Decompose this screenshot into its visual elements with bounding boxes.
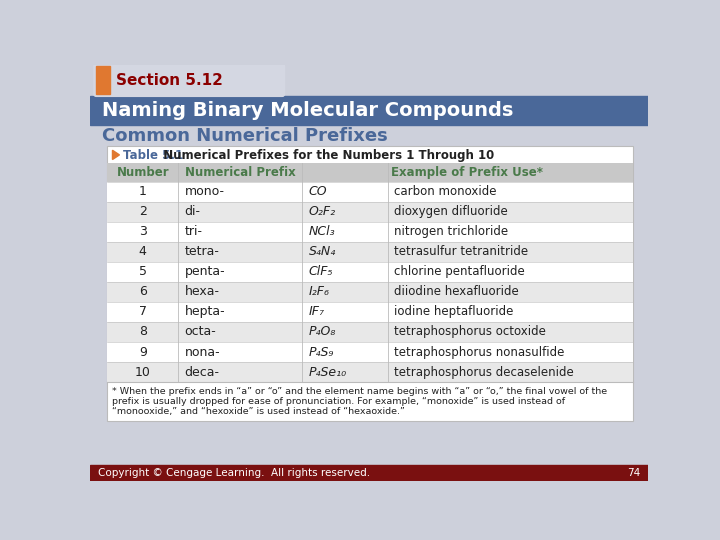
Text: tetraphosphorus octoxide: tetraphosphorus octoxide <box>394 326 546 339</box>
Bar <box>107 362 632 382</box>
Bar <box>107 182 632 202</box>
Text: Naming Binary Molecular Compounds: Naming Binary Molecular Compounds <box>102 101 514 120</box>
Text: ClF₅: ClF₅ <box>309 266 333 279</box>
Text: 10: 10 <box>135 366 150 379</box>
Text: hepta-: hepta- <box>184 306 225 319</box>
Bar <box>96 66 110 94</box>
Bar <box>107 302 632 322</box>
Text: tri-: tri- <box>184 225 202 238</box>
Text: diiodine hexafluoride: diiodine hexafluoride <box>394 286 518 299</box>
Text: P₄O₈: P₄O₈ <box>309 326 336 339</box>
Text: penta-: penta- <box>184 266 225 279</box>
Bar <box>107 282 632 302</box>
Polygon shape <box>112 150 120 159</box>
Text: Section 5.12: Section 5.12 <box>117 73 223 89</box>
Bar <box>107 262 632 282</box>
Text: mono-: mono- <box>184 185 225 198</box>
Bar <box>90 96 648 125</box>
Text: tetraphosphorus decaselenide: tetraphosphorus decaselenide <box>394 366 574 379</box>
Text: 3: 3 <box>139 225 147 238</box>
Text: Numerical Prefixes for the Numbers 1 Through 10: Numerical Prefixes for the Numbers 1 Thr… <box>155 149 495 162</box>
Bar <box>107 146 632 421</box>
Bar <box>90 465 648 481</box>
FancyBboxPatch shape <box>94 64 284 96</box>
Text: 9: 9 <box>139 346 147 359</box>
Text: iodine heptafluoride: iodine heptafluoride <box>394 306 513 319</box>
Text: nona-: nona- <box>184 346 220 359</box>
Text: Common Numerical Prefixes: Common Numerical Prefixes <box>102 127 388 145</box>
Text: Table 5.1: Table 5.1 <box>122 149 183 162</box>
Text: di-: di- <box>184 205 201 218</box>
Text: hexa-: hexa- <box>184 286 220 299</box>
Text: tetra-: tetra- <box>184 245 220 259</box>
Bar <box>107 322 632 342</box>
Text: tetraphosphorus nonasulfide: tetraphosphorus nonasulfide <box>394 346 564 359</box>
Text: P₄Se₁₀: P₄Se₁₀ <box>309 366 346 379</box>
Text: O₂F₂: O₂F₂ <box>309 205 336 218</box>
Text: 5: 5 <box>139 266 147 279</box>
Text: deca-: deca- <box>184 366 220 379</box>
Text: S₄N₄: S₄N₄ <box>309 245 336 259</box>
Text: nitrogen trichloride: nitrogen trichloride <box>394 225 508 238</box>
Bar <box>107 202 632 222</box>
Text: chlorine pentafluoride: chlorine pentafluoride <box>394 266 525 279</box>
Text: tetrasulfur tetranitride: tetrasulfur tetranitride <box>394 245 528 259</box>
Text: prefix is usually dropped for ease of pronunciation. For example, “monoxide” is : prefix is usually dropped for ease of pr… <box>112 397 564 406</box>
Text: 8: 8 <box>139 326 147 339</box>
Text: 1: 1 <box>139 185 147 198</box>
Text: carbon monoxide: carbon monoxide <box>394 185 496 198</box>
Text: “monooxide,” and “hexoxide” is used instead of “hexaoxide.”: “monooxide,” and “hexoxide” is used inst… <box>112 407 405 416</box>
Text: IF₇: IF₇ <box>309 306 325 319</box>
Bar <box>107 242 632 262</box>
Bar <box>107 222 632 242</box>
Text: I₂F₆: I₂F₆ <box>309 286 330 299</box>
Text: Numerical Prefix: Numerical Prefix <box>185 166 296 179</box>
Text: Example of Prefix Use*: Example of Prefix Use* <box>392 166 544 179</box>
Text: P₄S₉: P₄S₉ <box>309 346 334 359</box>
Text: 6: 6 <box>139 286 147 299</box>
Text: dioxygen difluoride: dioxygen difluoride <box>394 205 508 218</box>
Bar <box>107 164 632 182</box>
Text: octa-: octa- <box>184 326 216 339</box>
Text: 2: 2 <box>139 205 147 218</box>
Text: * When the prefix ends in “a” or “o” and the element name begins with “a” or “o,: * When the prefix ends in “a” or “o” and… <box>112 387 607 396</box>
Text: 4: 4 <box>139 245 147 259</box>
Text: 74: 74 <box>627 468 640 478</box>
Text: 7: 7 <box>139 306 147 319</box>
Bar <box>107 342 632 362</box>
Text: CO: CO <box>309 185 327 198</box>
Text: Copyright © Cengage Learning.  All rights reserved.: Copyright © Cengage Learning. All rights… <box>98 468 370 478</box>
Text: NCl₃: NCl₃ <box>309 225 336 238</box>
Text: Number: Number <box>117 166 169 179</box>
